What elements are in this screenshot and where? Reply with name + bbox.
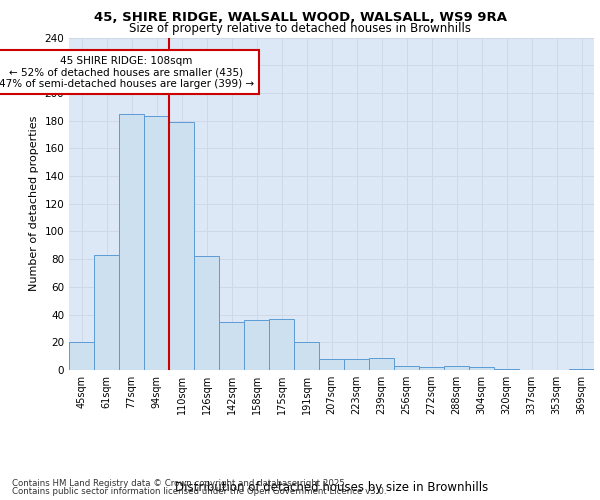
Y-axis label: Number of detached properties: Number of detached properties (29, 116, 39, 292)
Text: 45, SHIRE RIDGE, WALSALL WOOD, WALSALL, WS9 9RA: 45, SHIRE RIDGE, WALSALL WOOD, WALSALL, … (94, 11, 506, 24)
Bar (319, 359, 344, 370)
Bar (419, 367, 444, 370)
Text: Contains HM Land Registry data © Crown copyright and database right 2025.: Contains HM Land Registry data © Crown c… (12, 478, 347, 488)
Bar (469, 367, 494, 370)
Bar (144, 116, 169, 370)
Bar (169, 122, 194, 370)
Bar (219, 322, 244, 370)
Bar (569, 368, 594, 370)
Bar (344, 359, 369, 370)
Bar (194, 256, 219, 370)
Text: 45 SHIRE RIDGE: 108sqm
← 52% of detached houses are smaller (435)
47% of semi-de: 45 SHIRE RIDGE: 108sqm ← 52% of detached… (0, 56, 254, 88)
Bar (69, 342, 94, 370)
Bar (444, 366, 469, 370)
Bar (119, 114, 144, 370)
Bar (494, 368, 519, 370)
Text: Size of property relative to detached houses in Brownhills: Size of property relative to detached ho… (129, 22, 471, 35)
Bar (94, 255, 119, 370)
X-axis label: Distribution of detached houses by size in Brownhills: Distribution of detached houses by size … (175, 481, 488, 494)
Bar (269, 318, 294, 370)
Bar (394, 366, 419, 370)
Bar (294, 342, 319, 370)
Bar (369, 358, 394, 370)
Bar (244, 320, 269, 370)
Text: Contains public sector information licensed under the Open Government Licence v3: Contains public sector information licen… (12, 487, 386, 496)
